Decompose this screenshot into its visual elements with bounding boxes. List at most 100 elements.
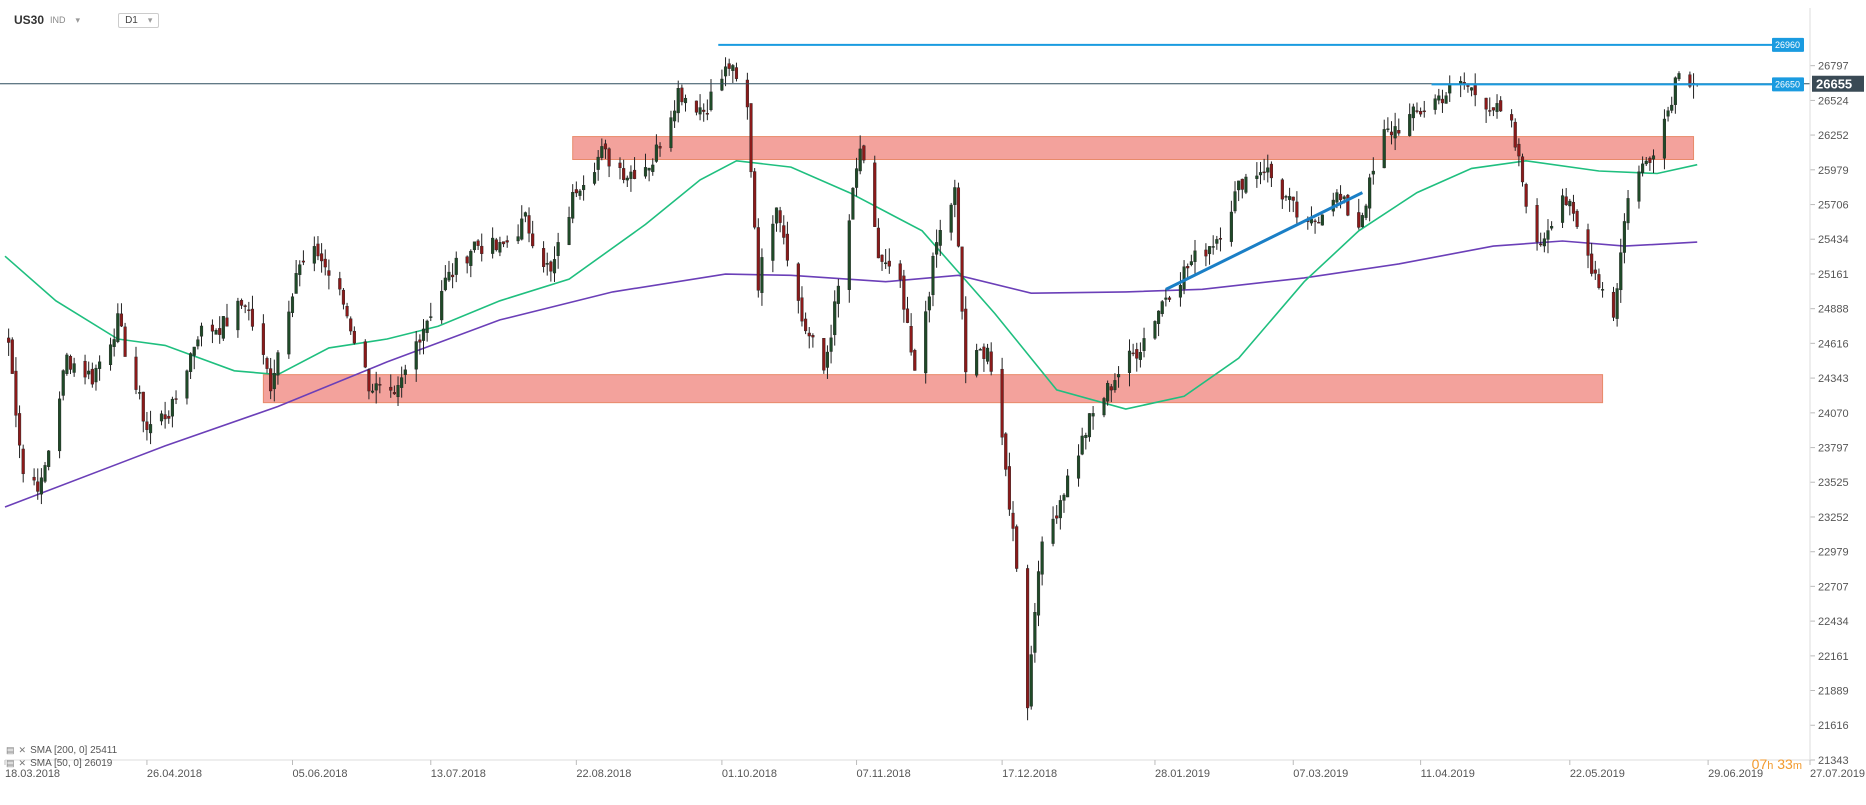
candle-body: [804, 318, 808, 332]
settings-icon[interactable]: ▤: [6, 745, 15, 755]
price-level-tag[interactable]: [1772, 37, 1804, 52]
trendline[interactable]: [1165, 191, 1364, 291]
candle-body: [174, 398, 178, 400]
y-tick-label: 25161: [1818, 269, 1849, 281]
candle-body: [873, 162, 877, 227]
candle-body: [683, 97, 688, 104]
timeframe-select[interactable]: D1 ▾: [118, 12, 160, 28]
candle-body: [1615, 288, 1619, 319]
trendline-layer[interactable]: [1165, 191, 1364, 291]
candle-body: [1026, 568, 1030, 709]
symbol-label[interactable]: US30: [14, 13, 45, 27]
y-tick-label: 22434: [1818, 616, 1849, 628]
candle-body: [400, 377, 404, 388]
candle-body: [1240, 178, 1244, 190]
candle-body: [47, 450, 51, 467]
close-icon[interactable]: ✕: [18, 745, 27, 755]
candle-body: [218, 328, 222, 335]
candle-body: [94, 367, 98, 383]
candle-body: [138, 392, 142, 394]
candle-body: [1550, 226, 1554, 229]
candle-body: [975, 350, 979, 376]
candle-body: [858, 148, 862, 172]
candle-body: [1015, 526, 1019, 569]
candle-body: [829, 337, 833, 352]
y-tick-label: 22161: [1818, 651, 1849, 663]
candle-body: [1641, 163, 1645, 173]
candle-body: [1280, 179, 1284, 200]
candle-body: [1593, 269, 1597, 274]
candle-body: [618, 162, 622, 169]
x-tick-label: 07.11.2018: [857, 768, 911, 780]
candle-body: [290, 296, 295, 313]
candle-body: [938, 230, 942, 246]
candle-body: [327, 270, 331, 276]
close-icon[interactable]: ✕: [18, 758, 27, 768]
candle-body: [123, 326, 127, 357]
candle-body: [43, 465, 47, 482]
candle-body: [1036, 571, 1041, 616]
candle-body: [545, 263, 549, 265]
y-tick-label: 22979: [1818, 547, 1849, 559]
y-tick-label: 24070: [1818, 408, 1849, 420]
settings-icon[interactable]: ▤: [6, 758, 15, 768]
candle-body: [1622, 221, 1626, 253]
candle-body: [429, 316, 433, 318]
candle-body: [956, 187, 961, 247]
legend-sma50-label: SMA [50, 0] 26019: [30, 758, 113, 769]
timeframe-label: D1: [125, 14, 138, 26]
y-tick-label: 24343: [1818, 373, 1849, 385]
candle-body: [10, 339, 14, 374]
candle-body: [1393, 126, 1397, 139]
candle-body: [1113, 380, 1117, 391]
candle-body: [1564, 196, 1568, 206]
candle-body: [276, 352, 280, 376]
candle-body: [1211, 246, 1215, 248]
indicator-legend: ▤ ✕ SMA [200, 0] 25411 ▤ ✕ SMA [50, 0] 2…: [6, 744, 117, 770]
candle-body: [1386, 128, 1390, 130]
sma50-line: [4, 159, 1698, 410]
candle-body: [1106, 382, 1110, 402]
candle-body: [1066, 475, 1070, 498]
candle-body: [1295, 201, 1299, 218]
candle-body: [1389, 131, 1394, 136]
y-tick-label: 26252: [1818, 130, 1849, 142]
x-tick-label: 29.06.2019: [1708, 768, 1763, 780]
candle-body: [312, 246, 316, 264]
candle-body: [651, 164, 655, 172]
candle-body: [491, 237, 495, 254]
candle-body: [578, 190, 582, 196]
candle-body: [1524, 184, 1528, 207]
candle-body: [520, 218, 524, 240]
candle-body: [633, 169, 637, 179]
legend-sma200: ▤ ✕ SMA [200, 0] 25411: [6, 744, 117, 757]
candle-body: [301, 260, 305, 263]
price-levels[interactable]: 26655 26960 26650: [0, 37, 1864, 92]
candle-body: [1062, 494, 1066, 501]
candle-body: [953, 187, 957, 205]
candle-body: [1651, 155, 1656, 160]
candle-body: [199, 325, 204, 337]
candle-body: [1237, 180, 1241, 191]
candle-body: [87, 370, 91, 375]
sma50-layer: [4, 159, 1698, 410]
sma200-line: [4, 240, 1698, 508]
resistance-support-zones: [262, 136, 1695, 404]
candle-body: [1109, 386, 1113, 391]
candle-body: [807, 332, 811, 337]
candle-body: [1058, 500, 1062, 519]
candle-body: [1419, 111, 1423, 115]
candle-body: [298, 264, 302, 275]
candle-body: [1040, 541, 1044, 575]
candle-body: [1000, 368, 1004, 438]
price-level-tag[interactable]: [1772, 77, 1804, 92]
candle-body: [1135, 349, 1139, 359]
chevron-down-icon[interactable]: ▾: [75, 14, 81, 25]
candle-body: [498, 242, 502, 253]
candle-body: [225, 317, 229, 327]
candle-body: [1215, 239, 1219, 244]
candle-body: [451, 274, 455, 278]
candle-body: [1284, 196, 1288, 198]
candle-body: [771, 223, 775, 261]
